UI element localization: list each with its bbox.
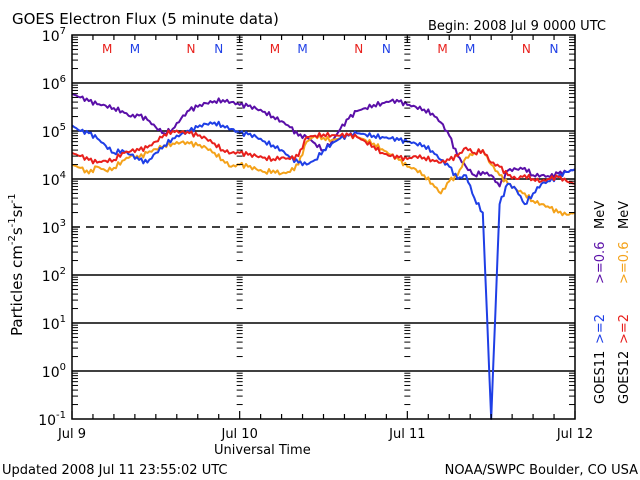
x-axis-label: Universal Time [214,443,311,458]
marker-label: N [187,42,196,56]
y-tick-label: 106 [42,74,66,93]
legend-item: >=2 [617,314,632,344]
legend-item: >=0.6 [617,242,632,284]
legend-column: GOES12 >=2 >=0.6 MeV [617,201,632,404]
legend-column: GOES11 >=2 >=0.6 MeV [593,201,608,404]
marker-label: M [297,42,307,56]
grid-lines [72,82,575,372]
updated-timestamp: Updated 2008 Jul 11 23:55:02 UTC [2,463,227,478]
y-tick-label: 107 [42,26,66,45]
y-tick-label: 101 [42,314,66,333]
series-line [71,129,576,185]
y-tick-label: 104 [42,170,66,189]
y-tick-label: 10-1 [38,410,66,429]
legend-sat-label: GOES11 [593,351,608,404]
series-line [71,92,576,188]
plot-frame [71,34,576,420]
legend-item: >=2 [593,314,608,344]
axis-ticks [71,35,576,419]
legend-unit: MeV [617,201,632,229]
marker-label: M [465,42,475,56]
series-line [71,133,576,217]
marker-label: N [214,42,223,56]
marker-label: N [550,42,559,56]
legend-sat-label: GOES12 [617,351,632,404]
marker-label: M [437,42,447,56]
marker-label: N [522,42,531,56]
y-tick-label: 103 [42,218,66,237]
x-tick-label: Jul 12 [556,427,593,442]
marker-label: N [354,42,363,56]
y-tick-label: 102 [42,266,66,285]
y-axis-label-text: Particles cm-2s-1sr-1 [7,193,26,336]
marker-label: M [270,42,280,56]
chart-title: GOES Electron Flux (5 minute data) [12,10,279,28]
series-group [71,92,576,420]
legend-item: >=0.6 [593,242,608,284]
credit-text: NOAA/SWPC Boulder, CO USA [445,463,638,478]
x-tick-label: Jul 9 [57,427,86,442]
y-tick-label: 100 [42,362,66,381]
x-tick-label: Jul 10 [220,427,257,442]
y-axis-label: Particles cm-2s-1sr-1 [7,193,26,336]
legend-unit: MeV [593,201,608,229]
chart-subtitle: Begin: 2008 Jul 9 0000 UTC [428,19,606,34]
marker-label: M [130,42,140,56]
marker-label: N [382,42,391,56]
x-tick-label: Jul 11 [388,427,425,442]
x-tick-labels: Jul 9 Jul 10 Jul 11 Jul 12 [57,427,593,442]
legend: GOES11 >=2 >=0.6 MeV GOES12 >=2 >=0.6 MeV [593,201,632,404]
y-tick-labels: 107 106 105 104 103 102 101 100 10-1 [38,26,66,429]
marker-label: M [102,42,112,56]
y-tick-label: 105 [42,122,66,141]
